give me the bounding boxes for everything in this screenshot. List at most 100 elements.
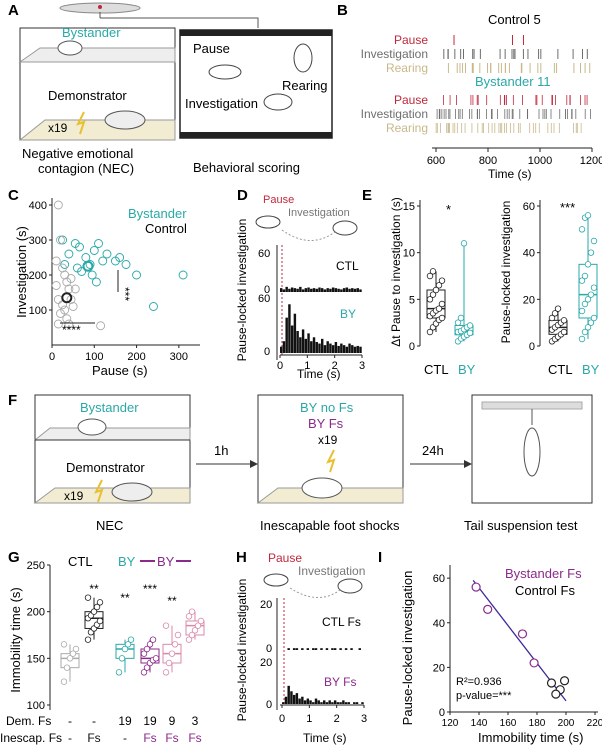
arrow-24h-label: 24h xyxy=(422,443,444,458)
c-point-control xyxy=(53,319,63,329)
psth-bar xyxy=(359,289,362,292)
pause-label: Pause xyxy=(193,41,230,56)
e-by-1: BY xyxy=(458,362,476,377)
panel-g: G CTL BY BY Immobility time (s) 100 150 20… xyxy=(0,549,205,745)
h-xtick-label: 1 xyxy=(306,713,312,725)
g-box-point xyxy=(171,641,179,648)
psth-bar xyxy=(336,702,340,704)
f-x19-label-2: x19 xyxy=(318,433,338,447)
c-point-bystander xyxy=(89,246,99,255)
i-xlabel: Immobility time (s) xyxy=(478,730,583,745)
e-by-point xyxy=(466,329,474,337)
panel-letter-d: D xyxy=(237,187,248,204)
g-box-point xyxy=(96,617,104,625)
psth-bar xyxy=(309,700,312,704)
b-xtick-label: 600 xyxy=(427,155,445,167)
c-point-bystander xyxy=(149,302,158,311)
psth-bar xyxy=(331,702,334,704)
e-by-point xyxy=(584,212,592,219)
b-xlabel: Time (s) xyxy=(488,167,532,181)
b-xtick-label: 1200 xyxy=(580,155,602,167)
c-point-bystander xyxy=(77,267,87,276)
g-dem-value: - xyxy=(68,714,72,728)
e-ytick-label: 60 xyxy=(523,201,535,213)
i-point-control xyxy=(559,676,570,686)
nec-caption-2: contagion (NEC) xyxy=(38,161,134,176)
c-point-bystander xyxy=(102,249,112,259)
e-by-point xyxy=(466,322,474,329)
psth-bar xyxy=(284,696,288,704)
psth-bar xyxy=(312,288,316,292)
c-legend-control: Control xyxy=(145,221,187,236)
g-dem-value: 19 xyxy=(143,714,157,728)
c-ytick-label: 300 xyxy=(29,235,47,247)
e-by-point xyxy=(590,237,598,245)
psth-bar xyxy=(334,288,338,292)
d-ytick-0b: 0 xyxy=(264,346,270,358)
psth-bar xyxy=(315,342,318,353)
c-ytick-label: 100 xyxy=(29,305,47,317)
c-point-bystander xyxy=(94,239,103,248)
h-ytick-0b: 0 xyxy=(266,699,272,711)
panel-b: B Control 5 Bystander 11 PauseInvestigat… xyxy=(337,2,602,181)
e-ytick-label: 0 xyxy=(409,341,415,353)
i-point-bystander xyxy=(471,582,481,592)
c-point-bystander xyxy=(87,270,97,280)
mouse-icon xyxy=(263,93,293,111)
psth-bar xyxy=(298,698,301,704)
c-point-control xyxy=(56,235,65,245)
bystander-label: Bystander xyxy=(62,25,121,40)
g-ctl-label: CTL xyxy=(68,554,93,569)
g-box-point xyxy=(90,608,98,615)
mouse-icon xyxy=(77,418,107,436)
psth-bar xyxy=(333,700,337,704)
e-ytick-label: 15 xyxy=(403,201,415,213)
g-by-label: BY xyxy=(118,554,136,569)
c-point-control xyxy=(53,200,63,210)
d-ylabel: Pause-locked investigation xyxy=(235,219,249,362)
psth-bar xyxy=(353,346,357,353)
c-point-bystander xyxy=(98,256,108,266)
psth-bar xyxy=(344,648,348,650)
c-point-control xyxy=(96,321,106,331)
c-point-bystander xyxy=(75,242,84,252)
g-box-point xyxy=(149,636,157,643)
lightning-icon xyxy=(326,449,336,473)
psth-bar xyxy=(282,341,286,353)
g-ylabel: Immobility time (s) xyxy=(8,587,23,692)
psth-bar xyxy=(347,702,351,704)
c-legend-bystander: Bystander xyxy=(128,206,187,221)
e-ctl-point xyxy=(429,291,437,298)
scoring-caption: Behavioral scoring xyxy=(193,160,300,175)
e-by-point xyxy=(581,328,589,336)
x19-label: x19 xyxy=(48,121,68,135)
psth-bar xyxy=(337,345,340,353)
c-point-bystander xyxy=(121,260,131,269)
d-ytick-60b: 60 xyxy=(258,293,270,305)
g-sig-label: ** xyxy=(167,594,177,608)
e-ctl-point xyxy=(438,277,446,284)
e-by-point xyxy=(578,307,586,315)
h-ytick-20b: 20 xyxy=(260,657,272,669)
e-ctl-point xyxy=(551,310,559,317)
i-point-control xyxy=(546,678,557,688)
d-xtick-label: 0 xyxy=(277,360,283,372)
h-ctl-label: CTL Fs xyxy=(322,615,361,629)
psth-bar xyxy=(345,346,349,353)
h-xtick-label: 3 xyxy=(361,713,367,725)
panel-f: F Bystander Demonstrator x19 NEC 1h BY n… xyxy=(8,392,593,533)
shock-floor xyxy=(18,119,176,141)
g-box-point xyxy=(140,669,148,676)
g-box-point xyxy=(168,650,176,657)
investigation-label: Investigation xyxy=(185,96,258,111)
e-by-point xyxy=(590,284,598,291)
psth-bar xyxy=(296,288,299,292)
e-ctl-point xyxy=(435,282,443,289)
e-ctl-point xyxy=(426,272,434,280)
g-box-point xyxy=(60,678,68,685)
psth-bar xyxy=(304,288,308,292)
i-point-control xyxy=(551,689,561,699)
e-ctl-2: CTL xyxy=(548,362,573,377)
psth-bar xyxy=(353,702,356,704)
psth-bar xyxy=(331,287,335,292)
